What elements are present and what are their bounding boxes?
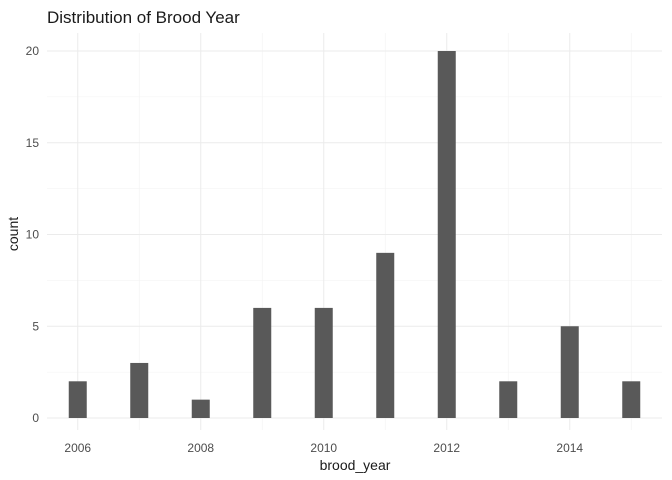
y-tick-label: 15 xyxy=(26,136,40,150)
x-tick-label: 2008 xyxy=(187,441,214,455)
y-tick-label: 20 xyxy=(26,44,40,58)
bar-2014 xyxy=(560,326,579,418)
chart-title: Distribution of Brood Year xyxy=(47,8,240,27)
x-axis-title: brood_year xyxy=(320,457,391,473)
bar-2009 xyxy=(253,307,272,418)
y-axis-title: count xyxy=(5,217,21,251)
x-tick-label: 2010 xyxy=(310,441,337,455)
y-axis-ticks: 0 5 10 15 20 xyxy=(26,44,40,425)
bar-2013 xyxy=(499,381,518,418)
x-axis-ticks: 2006 2008 2010 2012 2014 xyxy=(64,441,583,455)
y-tick-label: 0 xyxy=(32,411,39,425)
y-tick-label: 5 xyxy=(32,319,39,333)
x-tick-label: 2014 xyxy=(556,441,583,455)
bar-2015 xyxy=(622,381,641,418)
x-tick-label: 2012 xyxy=(433,441,460,455)
bar-2006 xyxy=(68,381,87,418)
bar-2007 xyxy=(130,362,149,418)
bar-2008 xyxy=(191,399,210,418)
bar-2010 xyxy=(314,307,333,418)
bar-2011 xyxy=(376,252,395,418)
bar-2012 xyxy=(437,51,456,418)
bars xyxy=(68,51,641,418)
x-tick-label: 2006 xyxy=(64,441,91,455)
y-tick-label: 10 xyxy=(26,228,40,242)
